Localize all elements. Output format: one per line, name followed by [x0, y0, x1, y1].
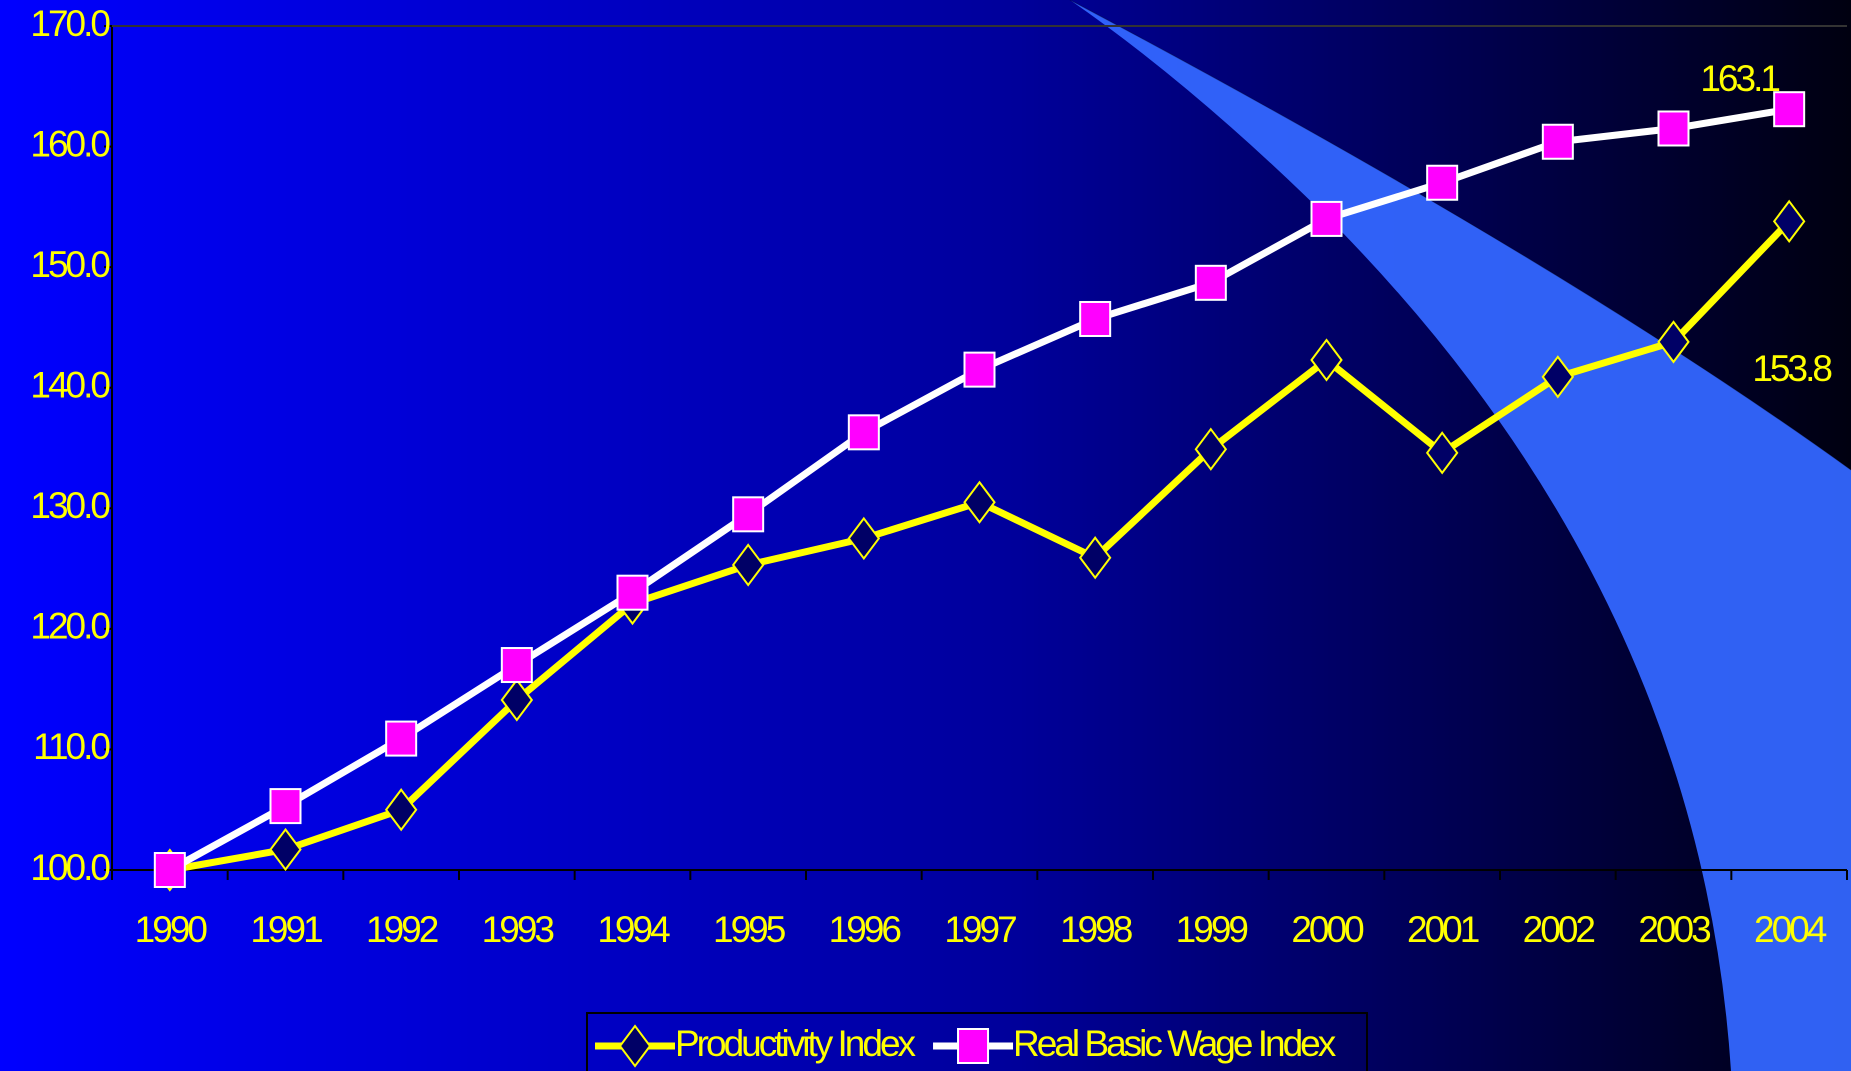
x-tick-label: 1999 [1176, 909, 1248, 950]
x-tick-label: 1997 [944, 909, 1016, 950]
point-marker [731, 543, 765, 587]
decoration-edge [1069, 0, 1851, 471]
y-tick-label: 130.0 [30, 485, 110, 526]
y-tick-label: 140.0 [30, 364, 110, 405]
point-marker [616, 574, 649, 611]
point-marker [963, 480, 996, 524]
y-tick-label: 100.0 [30, 847, 110, 888]
y-tick-label: 120.0 [30, 606, 110, 647]
x-tick-label: 1992 [366, 909, 438, 950]
point-marker [1541, 123, 1574, 160]
y-tick-label: 160.0 [30, 123, 110, 164]
x-tick-label: 2000 [1291, 909, 1364, 950]
point-marker [500, 647, 533, 684]
point-marker [847, 414, 880, 451]
point-marker [269, 827, 302, 872]
point-marker [1079, 300, 1112, 337]
x-tick-label: 2003 [1638, 909, 1710, 950]
x-tick-label: 1996 [829, 909, 901, 950]
x-tick-label: 1994 [597, 909, 670, 950]
point-marker [385, 720, 418, 757]
point-marker [269, 788, 302, 825]
point-marker [1657, 320, 1690, 364]
legend-marker [618, 1024, 652, 1068]
legend-label: Productivity Index [675, 1023, 917, 1064]
point-marker [500, 678, 534, 722]
point-marker [963, 351, 996, 388]
point-marker [1772, 199, 1806, 243]
y-tick-label: 150.0 [30, 244, 110, 285]
point-marker [1426, 164, 1459, 201]
legend: Productivity Index Real Basic Wage Index [586, 1012, 1368, 1071]
x-tick-label: 1991 [250, 909, 322, 950]
point-marker [1657, 110, 1690, 147]
x-tick-label: 1990 [135, 909, 208, 950]
point-marker [1773, 91, 1806, 128]
legend-marker [957, 1028, 990, 1064]
data-label: 163.1 [1700, 58, 1779, 99]
point-marker [1310, 200, 1343, 237]
point-marker [1541, 355, 1575, 399]
legend-box [586, 1012, 1368, 1071]
legend-label: Real Basic Wage Index [1013, 1023, 1337, 1064]
decoration-swoosh [1070, 0, 1851, 1071]
point-marker [1310, 338, 1343, 382]
point-marker [847, 516, 881, 561]
y-tick-label: 110.0 [33, 726, 110, 767]
point-marker [1194, 264, 1227, 301]
x-tick-label: 2002 [1523, 909, 1595, 950]
x-tick-label: 1993 [482, 909, 554, 950]
point-marker [1425, 431, 1459, 475]
point-marker [732, 496, 765, 533]
x-tick-label: 2001 [1407, 909, 1479, 950]
point-marker [153, 852, 186, 888]
y-tick-label: 170.0 [30, 3, 110, 44]
data-label: 153.8 [1752, 348, 1831, 389]
point-marker [384, 788, 418, 832]
x-tick-label: 2004 [1754, 909, 1827, 950]
point-marker [1194, 427, 1228, 471]
x-tick-label: 1995 [713, 909, 786, 950]
x-tick-label: 1998 [1060, 909, 1132, 950]
point-marker [1078, 536, 1112, 580]
